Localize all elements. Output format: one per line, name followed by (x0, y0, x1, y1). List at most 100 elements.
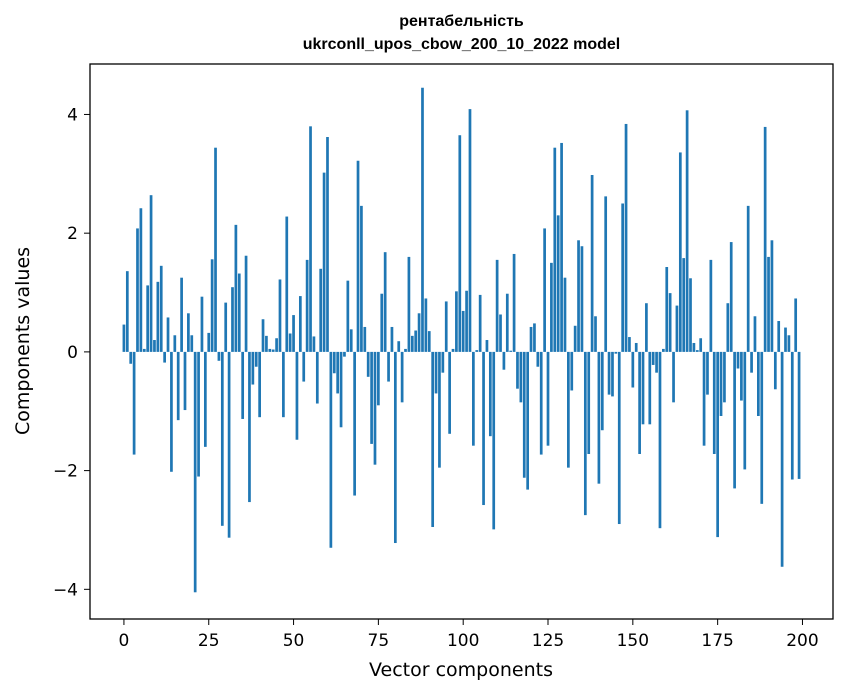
bar (773, 351, 777, 390)
bar (373, 351, 377, 465)
bar (336, 351, 340, 394)
bar (495, 259, 499, 352)
bar (784, 327, 787, 352)
bar (139, 208, 143, 352)
bar (356, 160, 360, 352)
bar (417, 313, 421, 352)
bar (662, 348, 665, 352)
bar (628, 337, 631, 352)
bar (665, 267, 669, 352)
bar (332, 351, 336, 374)
bar (180, 277, 183, 352)
bar (224, 302, 228, 352)
y-tick-label: 2 (67, 224, 78, 244)
bar (312, 336, 316, 352)
x-tick-label: 175 (701, 631, 733, 651)
bar (617, 351, 621, 525)
bar (750, 351, 753, 373)
bar (658, 351, 662, 529)
bars-group (122, 87, 801, 593)
bar (787, 335, 791, 352)
bar (214, 147, 217, 352)
bar (733, 351, 736, 489)
bar (692, 342, 696, 352)
bar (271, 349, 275, 352)
bar (499, 314, 502, 352)
bar (414, 330, 418, 352)
bar (393, 351, 397, 544)
bar (757, 351, 760, 416)
bar (516, 351, 519, 389)
bar (624, 123, 628, 352)
bar (767, 256, 770, 352)
bar (146, 285, 150, 352)
bar (268, 348, 272, 352)
bar (153, 340, 156, 352)
bar (339, 351, 343, 428)
x-tick-label: 0 (119, 631, 130, 651)
x-tick-label: 150 (617, 631, 649, 651)
bar (468, 109, 472, 352)
bar (790, 351, 794, 480)
bar (560, 142, 563, 352)
bar (685, 110, 689, 352)
bar (563, 277, 567, 352)
bar (217, 351, 221, 361)
chart-title: рентабельність (399, 13, 524, 30)
bar (244, 255, 248, 352)
bar (390, 326, 394, 352)
bar (309, 126, 312, 352)
bar (458, 135, 462, 352)
bar (706, 351, 709, 395)
bar (360, 205, 363, 352)
bar (770, 240, 774, 352)
bar (370, 351, 373, 444)
x-tick-label: 100 (447, 631, 479, 651)
bar (719, 351, 723, 416)
bar (363, 326, 367, 352)
bar (258, 351, 261, 418)
bar (380, 293, 384, 352)
bar (305, 259, 309, 352)
bar (526, 351, 530, 490)
bar (641, 351, 645, 425)
bar (546, 351, 550, 446)
bar (377, 351, 380, 406)
bar (326, 137, 329, 352)
bar (607, 351, 611, 395)
bar (570, 351, 574, 391)
bar (448, 351, 451, 434)
y-tick-label: −4 (53, 580, 78, 600)
bar (577, 240, 580, 352)
bar (492, 351, 496, 530)
bar (539, 351, 543, 455)
bar (702, 351, 706, 446)
bar (346, 280, 350, 352)
bar (763, 126, 767, 352)
y-tick-label: 0 (67, 343, 78, 363)
bar (736, 351, 740, 369)
bar (122, 324, 126, 352)
y-tick-label: 4 (67, 105, 78, 125)
bar (505, 293, 509, 352)
bar (729, 242, 733, 352)
bar (424, 298, 428, 352)
bar (797, 351, 801, 479)
bar (261, 319, 265, 352)
bar (159, 265, 163, 352)
bar (441, 351, 445, 373)
bar (319, 268, 323, 352)
bar (156, 281, 160, 352)
bar (187, 313, 190, 352)
bar (176, 351, 180, 421)
bar (472, 351, 475, 446)
bar (288, 333, 292, 352)
bar (322, 172, 326, 352)
bar (716, 351, 719, 538)
bar (512, 253, 516, 352)
bar (366, 351, 370, 377)
bar (583, 351, 587, 516)
bar (227, 351, 231, 538)
x-tick-label: 50 (283, 631, 305, 651)
bar (248, 351, 251, 503)
